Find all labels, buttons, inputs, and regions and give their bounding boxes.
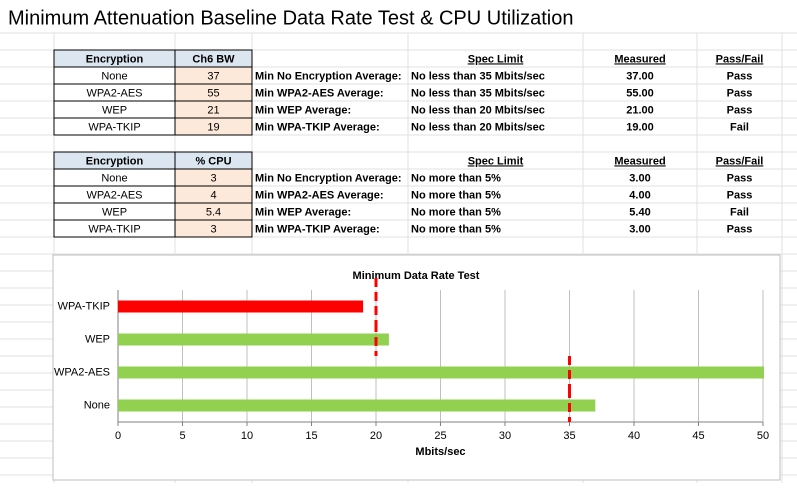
cell-text: 37: [207, 70, 219, 82]
cell-text: Pass: [727, 223, 753, 235]
cell-text: 4: [210, 189, 216, 201]
header-text: Ch6 BW: [192, 53, 235, 65]
header-text: Spec Limit: [468, 155, 524, 167]
y-tick-label: None: [84, 399, 110, 411]
header-text: Measured: [614, 53, 665, 65]
bar: [118, 333, 389, 346]
header-text: Pass/Fail: [716, 53, 764, 65]
x-tick-label: 40: [628, 430, 640, 442]
cell-text: Min WPA-TKIP Average:: [255, 121, 380, 133]
bar: [118, 300, 364, 313]
cell-text: 4.00: [629, 189, 650, 201]
cell-text: 5.40: [629, 206, 650, 218]
cell-text: Fail: [730, 206, 749, 218]
cell-text: 19: [207, 121, 219, 133]
cell-text: 55.00: [626, 87, 654, 99]
cell-text: Min WEP Average:: [255, 104, 351, 116]
cell-text: Pass: [727, 172, 753, 184]
cell-text: WPA-TKIP: [88, 121, 140, 133]
cell-text: Pass: [727, 87, 753, 99]
cell-text: No more than 5%: [411, 206, 501, 218]
cell-text: 37.00: [626, 70, 654, 82]
tables: Encryption Ch6 BW Spec Limit Measured Pass/F…: [53, 49, 764, 238]
cell-text: 21.00: [626, 104, 654, 116]
header-text: % CPU: [195, 155, 231, 167]
cell-text: No less than 20 Mbits/sec: [411, 104, 545, 116]
x-tick-label: 25: [434, 430, 446, 442]
cell-text: No more than 5%: [411, 172, 501, 184]
cell-text: None: [101, 172, 127, 184]
cell-text: WEP: [102, 104, 127, 116]
cell-text: WPA2-AES: [86, 189, 142, 201]
cell-text: Min No Encryption Average:: [255, 70, 401, 82]
cell-text: Pass: [727, 189, 753, 201]
y-tick-label: WPA2-AES: [54, 366, 110, 378]
cell-text: Min WEP Average:: [255, 206, 351, 218]
x-tick-label: 30: [499, 430, 511, 442]
x-tick-label: 5: [179, 430, 185, 442]
x-axis-label: Mbits/sec: [415, 446, 465, 458]
cell-text: 5.4: [206, 206, 221, 218]
cell-text: 3.00: [629, 223, 650, 235]
header-text: Spec Limit: [468, 53, 524, 65]
value-cell: [174, 219, 253, 238]
bar: [118, 399, 596, 412]
cell-text: 3: [210, 172, 216, 184]
chart-title: Minimum Data Rate Test: [353, 270, 480, 282]
cell-text: Min WPA2-AES Average:: [255, 189, 384, 201]
cell-text: WPA2-AES: [86, 87, 142, 99]
cell-text: 55: [207, 87, 219, 99]
cell-text: 3: [210, 223, 216, 235]
cell-text: No less than 35 Mbits/sec: [411, 87, 545, 99]
header-text: Encryption: [86, 155, 144, 167]
x-tick-label: 20: [370, 430, 382, 442]
cell-text: Fail: [730, 121, 749, 133]
cell-text: 19.00: [626, 121, 654, 133]
y-tick-label: WPA-TKIP: [58, 300, 110, 312]
y-tick-label: WEP: [85, 333, 110, 345]
header-text: Pass/Fail: [716, 155, 764, 167]
header-text: Measured: [614, 155, 665, 167]
header-text: Encryption: [86, 53, 144, 65]
cell-text: WPA-TKIP: [88, 223, 140, 235]
cell-text: No more than 5%: [411, 189, 501, 201]
cell-text: No less than 35 Mbits/sec: [411, 70, 545, 82]
value-cell: [174, 117, 253, 136]
x-tick-label: 35: [563, 430, 575, 442]
cell-text: Pass: [727, 70, 753, 82]
x-tick-label: 45: [692, 430, 704, 442]
cell-text: None: [101, 70, 127, 82]
cell-text: WEP: [102, 206, 127, 218]
cell-text: No more than 5%: [411, 223, 501, 235]
cell-text: 3.00: [629, 172, 650, 184]
page-title: Minimum Attenuation Baseline Data Rate T…: [8, 7, 573, 29]
x-tick-label: 50: [757, 430, 769, 442]
cell-text: Min WPA-TKIP Average:: [255, 223, 380, 235]
cell-text: Min WPA2-AES Average:: [255, 87, 384, 99]
bars: [118, 300, 764, 412]
cell-text: 21: [207, 104, 219, 116]
cell-text: Min No Encryption Average:: [255, 172, 401, 184]
cell-text: No less than 20 Mbits/sec: [411, 121, 545, 133]
x-tick-label: 10: [241, 430, 253, 442]
x-tick-label: 15: [305, 430, 317, 442]
x-tick-label: 0: [115, 430, 121, 442]
bar: [118, 366, 764, 379]
chart: Minimum Data Rate Test 0 5 10 15 20 25 30 35 40 45…: [54, 270, 769, 458]
cell-text: Pass: [727, 104, 753, 116]
